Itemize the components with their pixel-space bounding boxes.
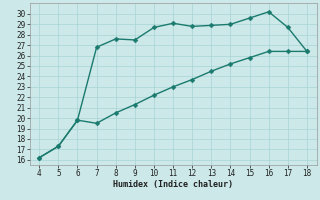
X-axis label: Humidex (Indice chaleur): Humidex (Indice chaleur) [113,180,233,189]
